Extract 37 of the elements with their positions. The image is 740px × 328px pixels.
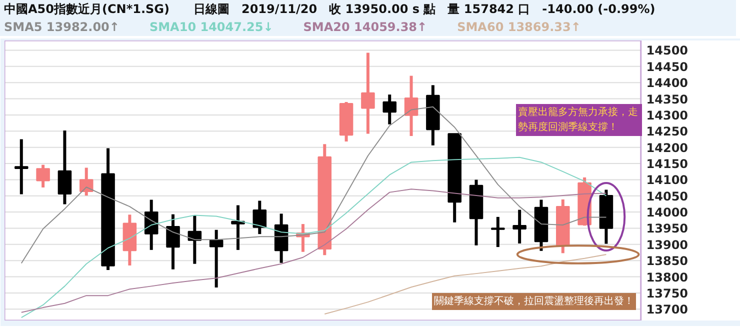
y-tick-label: 14500 bbox=[646, 44, 688, 58]
candlestick bbox=[382, 94, 396, 124]
candlestick bbox=[58, 130, 72, 204]
y-tick-label: 14050 bbox=[646, 189, 688, 204]
y-tick-label: 13850 bbox=[646, 254, 688, 268]
chart-title: 中國A50指數近月(CN*1.SG) 日線圖 2019/11/20 收 13950.00 s 點 量 157842 口 -140.00 (-0.99%) bbox=[4, 1, 656, 18]
y-tick-label: 14350 bbox=[646, 92, 688, 106]
y-tick-label: 13750 bbox=[646, 286, 688, 300]
y-tick-label: 13950 bbox=[646, 222, 688, 236]
y-tick-label: 14400 bbox=[646, 76, 688, 90]
text: SMA5 13982.00↑ bbox=[4, 20, 120, 34]
y-tick-label: 14000 bbox=[646, 206, 688, 220]
text: SMA20 14059.38↑ bbox=[303, 20, 428, 34]
candlestick bbox=[252, 200, 267, 234]
candlestick bbox=[491, 216, 505, 248]
y-tick-label: 14200 bbox=[646, 140, 688, 155]
y-tick-label: 13800 bbox=[646, 270, 688, 284]
text: SMA60 13869.33↑ bbox=[457, 20, 581, 34]
candlestick bbox=[404, 76, 418, 136]
y-tick-label: 13900 bbox=[646, 238, 688, 252]
y-tick-label: 14450 bbox=[646, 60, 688, 74]
annotation: 關鍵季線支撐不破，拉回震盪整理後再出發！ bbox=[432, 293, 636, 310]
candlestick bbox=[361, 52, 375, 134]
y-tick-label: 14250 bbox=[646, 124, 688, 139]
candlestick bbox=[166, 214, 180, 270]
annotation: 賣壓出籠多方無力承接，走勢再度回測季線支撐！ bbox=[516, 104, 642, 136]
candlestick bbox=[209, 230, 224, 288]
candlestick bbox=[231, 205, 245, 250]
text: SMA10 14047.25↓ bbox=[149, 20, 274, 34]
y-tick-label: 14100 bbox=[646, 173, 688, 188]
y-tick-label: 13700 bbox=[646, 302, 688, 317]
candlestick bbox=[79, 168, 94, 196]
candlestick bbox=[14, 139, 28, 194]
candlestick bbox=[36, 164, 50, 188]
y-tick-label: 14300 bbox=[646, 108, 688, 122]
candlestick bbox=[512, 210, 526, 244]
y-tick-label: 14150 bbox=[646, 157, 688, 172]
